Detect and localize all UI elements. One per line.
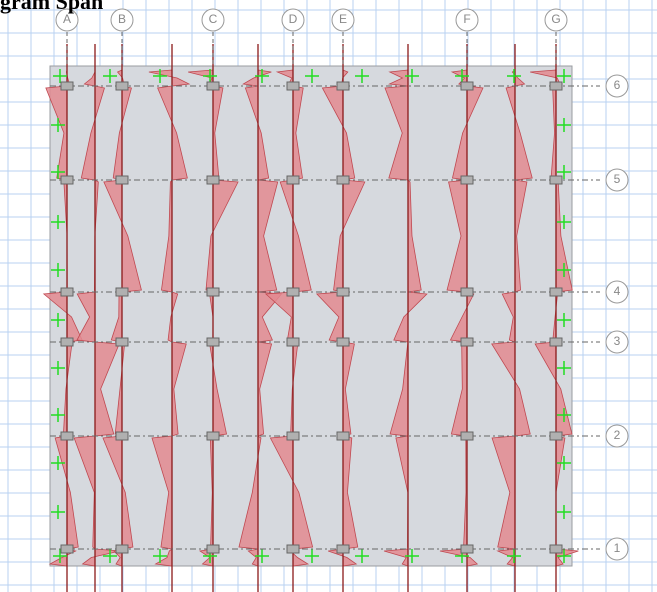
joint bbox=[116, 338, 128, 346]
joint bbox=[61, 82, 73, 90]
joint bbox=[461, 82, 473, 90]
grid-label: A bbox=[63, 12, 71, 26]
joint bbox=[61, 288, 73, 296]
joint bbox=[461, 176, 473, 184]
grid-label: G bbox=[551, 12, 560, 26]
joint bbox=[207, 288, 219, 296]
joint bbox=[61, 432, 73, 440]
joint bbox=[61, 545, 73, 553]
grid-label: B bbox=[118, 12, 126, 26]
joint bbox=[337, 432, 349, 440]
grid-label: 2 bbox=[614, 428, 621, 442]
grid-label: 5 bbox=[614, 172, 621, 186]
joint bbox=[550, 288, 562, 296]
joint bbox=[287, 432, 299, 440]
joint bbox=[61, 338, 73, 346]
joint bbox=[287, 545, 299, 553]
joint bbox=[116, 288, 128, 296]
grid-label: E bbox=[339, 12, 347, 26]
joint bbox=[550, 176, 562, 184]
joint bbox=[116, 545, 128, 553]
joint bbox=[207, 338, 219, 346]
grid-label: C bbox=[209, 12, 218, 26]
joint bbox=[287, 176, 299, 184]
joint bbox=[550, 338, 562, 346]
joint bbox=[207, 176, 219, 184]
joint bbox=[550, 545, 562, 553]
joint bbox=[337, 176, 349, 184]
joint bbox=[207, 82, 219, 90]
joint bbox=[337, 288, 349, 296]
joint bbox=[287, 338, 299, 346]
joint bbox=[337, 545, 349, 553]
joint bbox=[337, 82, 349, 90]
joint bbox=[116, 176, 128, 184]
grid-label: D bbox=[289, 12, 298, 26]
grid-label: F bbox=[463, 12, 470, 26]
joint bbox=[550, 82, 562, 90]
model-view: 6 5 4 3 2 1 A B C D E F G gram Span bbox=[0, 0, 657, 592]
joint bbox=[61, 176, 73, 184]
joint bbox=[337, 338, 349, 346]
grid-label: 1 bbox=[614, 541, 621, 555]
slab bbox=[50, 66, 572, 566]
joint bbox=[461, 288, 473, 296]
grid-label: 3 bbox=[614, 334, 621, 348]
joint bbox=[207, 545, 219, 553]
joint bbox=[550, 432, 562, 440]
grid-label: 4 bbox=[614, 284, 621, 298]
joint bbox=[207, 432, 219, 440]
grid-label: 6 bbox=[614, 78, 621, 92]
joint bbox=[287, 288, 299, 296]
joint bbox=[461, 432, 473, 440]
joint bbox=[461, 338, 473, 346]
joint bbox=[287, 82, 299, 90]
joint bbox=[116, 82, 128, 90]
title: gram Span bbox=[0, 0, 103, 14]
joint bbox=[116, 432, 128, 440]
joint bbox=[461, 545, 473, 553]
